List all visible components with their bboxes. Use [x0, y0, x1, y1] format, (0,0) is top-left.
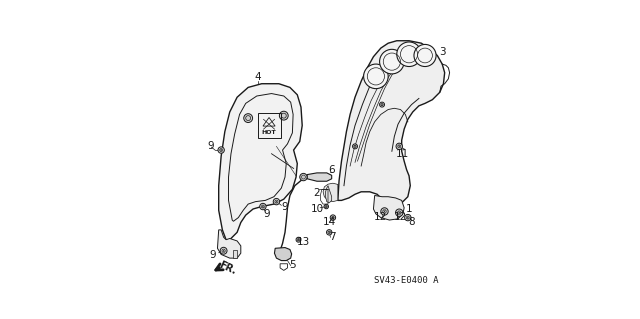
Circle shape — [260, 203, 266, 210]
Text: 12: 12 — [394, 212, 407, 222]
Circle shape — [218, 147, 225, 153]
Text: 14: 14 — [323, 217, 336, 227]
Circle shape — [396, 209, 403, 216]
Text: 13: 13 — [296, 237, 310, 247]
Text: 7: 7 — [330, 232, 336, 242]
Text: 9: 9 — [263, 209, 270, 219]
Text: 9: 9 — [209, 250, 216, 260]
Text: 8: 8 — [408, 217, 415, 227]
Polygon shape — [307, 173, 332, 181]
Text: 9: 9 — [282, 202, 289, 212]
Circle shape — [404, 214, 411, 221]
Circle shape — [397, 42, 421, 67]
Circle shape — [280, 111, 288, 120]
Polygon shape — [326, 186, 332, 203]
Text: 9: 9 — [207, 141, 214, 151]
Circle shape — [330, 215, 335, 220]
Polygon shape — [323, 183, 338, 202]
Circle shape — [414, 44, 436, 67]
Text: 11: 11 — [396, 149, 410, 159]
Polygon shape — [275, 248, 292, 261]
Text: 2: 2 — [314, 188, 320, 197]
Polygon shape — [219, 84, 302, 240]
Circle shape — [244, 114, 253, 122]
Text: 5: 5 — [289, 261, 296, 271]
Circle shape — [353, 144, 358, 149]
Circle shape — [273, 198, 280, 205]
Polygon shape — [374, 196, 404, 220]
Text: 3: 3 — [440, 47, 446, 57]
Text: HOT: HOT — [262, 130, 276, 135]
Circle shape — [381, 208, 388, 215]
Circle shape — [326, 230, 332, 235]
Text: 6: 6 — [328, 166, 335, 175]
Text: 1: 1 — [406, 204, 412, 214]
Polygon shape — [218, 230, 241, 258]
Circle shape — [220, 247, 227, 254]
Polygon shape — [338, 41, 445, 205]
Polygon shape — [234, 249, 237, 258]
Circle shape — [380, 102, 385, 107]
Text: 12: 12 — [374, 212, 387, 222]
Circle shape — [324, 204, 328, 209]
Circle shape — [364, 64, 388, 89]
Text: SV43-E0400 A: SV43-E0400 A — [374, 276, 439, 285]
Circle shape — [296, 237, 301, 242]
Text: 10: 10 — [310, 204, 323, 214]
Circle shape — [380, 49, 404, 74]
Text: FR.: FR. — [218, 259, 238, 276]
Circle shape — [300, 173, 307, 181]
Text: 4: 4 — [255, 72, 261, 82]
Circle shape — [396, 143, 403, 150]
